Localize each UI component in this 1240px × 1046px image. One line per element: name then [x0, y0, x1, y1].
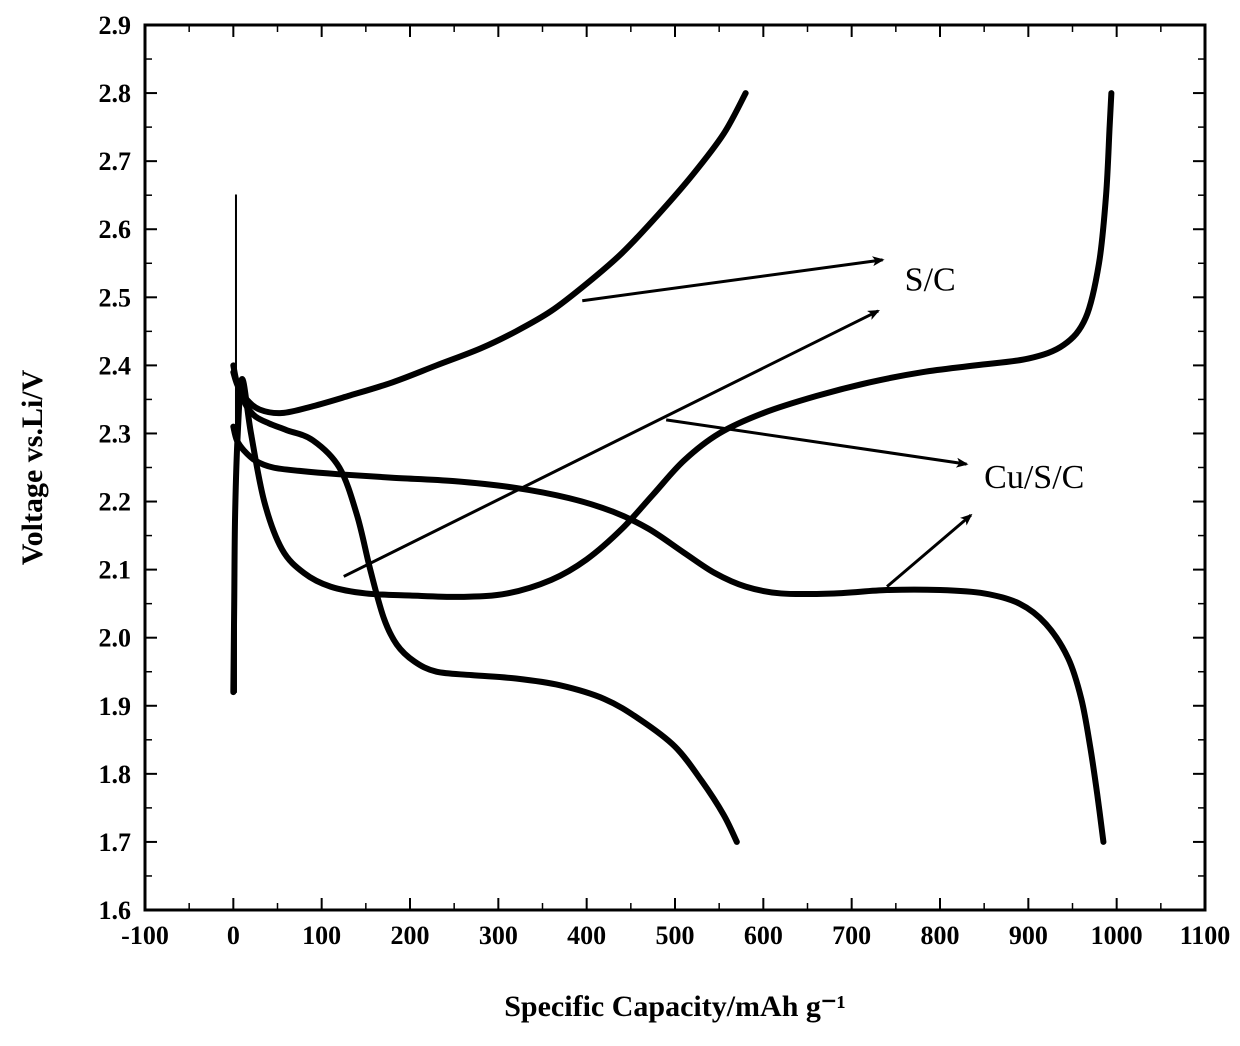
- series-SC_charge: [233, 93, 745, 413]
- series-CuSC_discharge: [233, 427, 1103, 842]
- x-tick-label: 200: [391, 921, 430, 950]
- y-tick-label: 2.6: [99, 215, 132, 244]
- y-tick-label: 1.6: [99, 896, 132, 925]
- series-marker: [1108, 108, 1112, 112]
- series-SC_discharge: [233, 365, 737, 842]
- series-marker: [1099, 244, 1103, 248]
- y-tick-label: 2.7: [99, 147, 132, 176]
- annotation-arrow: [887, 515, 971, 586]
- y-tick-label: 1.8: [99, 760, 132, 789]
- x-axis-title: Specific Capacity/mAh g⁻¹: [504, 990, 845, 1023]
- y-tick-label: 2.5: [99, 283, 132, 312]
- annotation-label: Cu/S/C: [984, 459, 1084, 496]
- series-marker: [1107, 125, 1111, 129]
- x-tick-label: 400: [567, 921, 606, 950]
- y-axis-title: Voltage vs.Li/V: [16, 369, 49, 565]
- y-tick-label: 2.1: [99, 556, 132, 585]
- x-tick-label: 1100: [1180, 921, 1231, 950]
- series-marker: [1097, 261, 1101, 265]
- chart-container: -100 0 100 200 300 400 500 600 700 800 900 1000 1100…: [0, 0, 1240, 1046]
- voltage-capacity-chart: -100 0 100 200 300 400 500 600 700 800 900 1000 1100…: [0, 0, 1240, 1046]
- y-tick-label: 1.9: [99, 692, 132, 721]
- y-tick-label: 2.3: [99, 419, 132, 448]
- x-tick-label: -100: [121, 921, 169, 950]
- annotation-label: S/C: [905, 262, 956, 299]
- x-tick-label: 600: [744, 921, 783, 950]
- series-marker: [1102, 210, 1106, 214]
- y-tick-label: 2.9: [99, 11, 132, 40]
- annotation-arrow: [582, 260, 882, 301]
- x-tick-label: 1000: [1091, 921, 1143, 950]
- x-tick-label: 100: [302, 921, 341, 950]
- x-tick-label: 500: [656, 921, 695, 950]
- series-marker: [1100, 227, 1104, 231]
- series-marker: [1108, 116, 1112, 120]
- series-marker: [1109, 99, 1113, 103]
- series-marker: [1106, 159, 1110, 163]
- y-tick-label: 1.7: [99, 828, 132, 857]
- x-tick-label: 0: [227, 921, 240, 950]
- y-tick-label: 2.8: [99, 79, 132, 108]
- series-marker: [1107, 142, 1111, 146]
- series-marker: [1109, 91, 1113, 95]
- x-tick-label: 300: [479, 921, 518, 950]
- x-tick-label: 800: [921, 921, 960, 950]
- y-tick-label: 2.4: [99, 351, 132, 380]
- series-marker: [1104, 193, 1108, 197]
- y-tick-label: 2.2: [99, 488, 132, 517]
- y-tick-label: 2.0: [99, 624, 132, 653]
- x-tick-label: 900: [1009, 921, 1048, 950]
- series-marker: [1105, 176, 1109, 180]
- x-tick-label: 700: [832, 921, 871, 950]
